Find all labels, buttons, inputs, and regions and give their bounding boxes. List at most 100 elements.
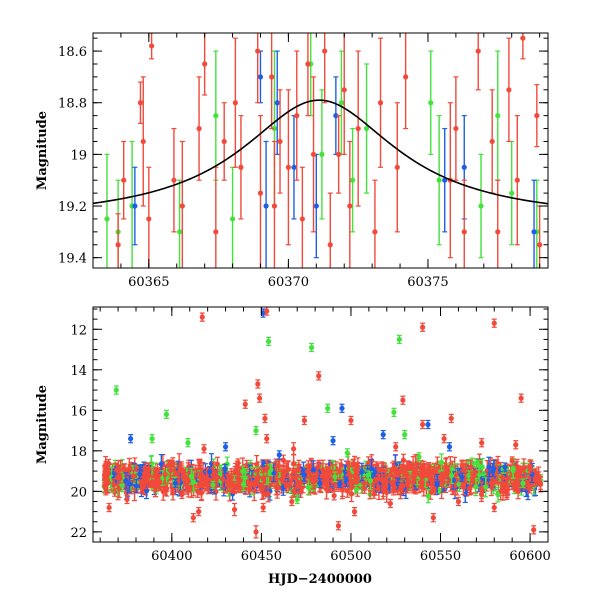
data-point-blue [380,429,386,440]
data-point-red [397,465,403,478]
data-point-red [448,413,454,424]
data-point-red [301,415,307,426]
data-point-red [231,502,238,517]
data-point-red [310,474,316,490]
data-point-red [394,102,400,233]
data-point-red [121,140,127,220]
data-point-blue [132,166,138,246]
data-point-red [179,465,185,478]
data-point-red [410,469,416,485]
data-point-blue [313,153,319,259]
y-tick-label: 20 [70,485,87,500]
data-point-red [199,478,205,493]
data-point-red [513,440,519,450]
data-point-red [149,33,155,60]
y-tick-label: 14 [70,364,87,379]
data-point-blue [502,462,508,472]
data-point-red [289,496,295,507]
data-point-red [387,467,394,482]
data-point-red [478,481,485,500]
data-point-blue [222,442,229,452]
y-tick-label: 16 [70,404,87,419]
data-point-red [277,89,283,194]
data-point-red [320,459,326,481]
data-point-red [168,460,174,481]
data-point-green [242,468,248,488]
data-point-green [353,484,359,494]
data-point-green [438,453,445,472]
data-point-red [506,37,512,143]
data-point-red [461,179,467,268]
data-point-red [252,480,258,491]
data-point-blue [301,468,307,482]
data-point-red [430,513,436,523]
bottom-panel-full: 60400 60450 60500 60550 60600 12 14 16 18 20 22 Mag… [35,306,551,587]
y-tick-label: 18.8 [58,97,87,112]
data-point-red [190,513,196,523]
data-point-red [221,102,227,181]
data-point-green [213,50,219,181]
data-point-red [130,470,137,483]
data-point-green [350,127,356,233]
data-point-red [430,486,436,495]
data-point-red [420,322,426,332]
y-tick-label: 18 [70,445,87,460]
data-point-blue [222,463,228,474]
data-point-blue [486,456,492,478]
data-point-red [509,456,515,466]
data-point-red [294,50,300,181]
data-point-red [515,474,521,492]
data-point-blue [368,459,375,479]
data-point-blue [317,478,323,489]
data-point-red [346,465,352,484]
y-tick-label: 12 [70,323,87,338]
data-point-green [402,429,408,440]
data-point-red [264,459,270,477]
data-point-red [526,483,532,494]
data-point-red [117,473,123,484]
data-point-red [390,483,397,496]
data-point-red [352,468,358,484]
data-point-green [478,153,484,259]
data-point-blue [128,434,134,444]
data-point-red [531,525,537,535]
data-point-red [232,480,238,493]
data-point-red [264,307,270,316]
data-point-red [271,140,278,268]
data-point-red [285,89,291,246]
data-point-blue [330,436,336,446]
data-point-red [275,477,281,496]
data-point-red [124,494,130,505]
data-point-red [336,115,342,194]
data-point-red [404,473,411,494]
data-point-red [298,476,304,489]
data-point-blue [291,115,297,220]
data-point-red [238,115,244,220]
data-point-blue [372,467,378,477]
data-point-red [204,467,210,490]
data-point-red [102,465,108,484]
data-point-red [285,461,291,479]
data-point-green [363,63,370,194]
data-point-red [331,490,337,501]
data-point-green [391,407,397,417]
axes-frame [92,32,549,269]
data-point-red [262,413,268,424]
data-point-red [275,459,282,472]
data-point-green [325,403,331,413]
data-point-red [469,473,475,482]
data-point-red [518,393,524,403]
data-point-red [162,464,168,485]
data-point-blue [425,419,431,430]
plot-area [93,33,548,268]
data-point-green [210,480,216,489]
data-point-green [338,50,345,155]
data-point-red [537,205,543,268]
data-point-blue [333,76,339,155]
data-point-red [335,521,342,531]
data-point-red [255,379,261,389]
data-point-red [534,84,540,148]
data-point-red [283,479,290,493]
y-tick-label: 19.2 [58,200,87,215]
data-point-red [329,476,336,487]
